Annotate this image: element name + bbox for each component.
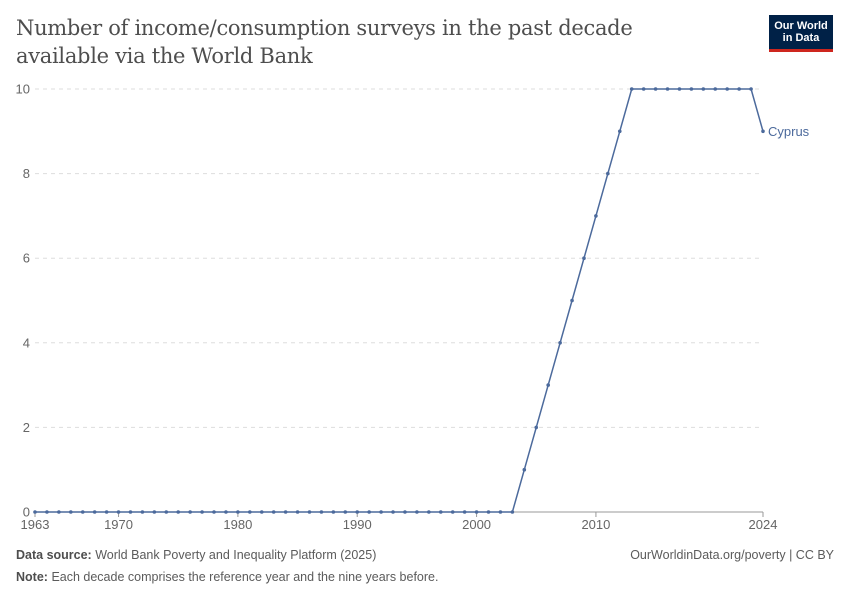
x-tick-label: 1963 [21,517,50,532]
data-point [653,87,658,91]
data-source: Data source: World Bank Poverty and Ineq… [16,548,376,562]
data-point [367,510,371,514]
data-point [689,87,694,91]
data-point [677,87,682,91]
data-point [558,341,562,345]
data-point [224,510,228,514]
source-label: Data source: [16,548,92,562]
data-point [438,510,443,514]
data-point [570,298,574,303]
series-line-cyprus [35,88,764,513]
data-point [200,510,204,514]
data-point [450,510,455,514]
data-point [749,87,753,91]
data-point [271,510,276,514]
data-point [188,510,192,514]
data-point [510,510,515,514]
y-tick-label: 0 [23,505,30,520]
data-point [474,510,479,514]
data-point [343,510,348,514]
data-point [761,129,765,134]
y-tick-label: 2 [23,420,30,435]
data-point [283,510,288,514]
data-point [92,510,97,514]
data-point [116,510,121,514]
data-point [45,510,49,514]
data-point [665,87,670,91]
data-point [617,129,622,134]
data-point [104,510,109,514]
data-point [641,87,646,91]
data-point [379,510,383,514]
x-tick-label: 1990 [343,517,372,532]
data-point [164,510,169,514]
x-tick-label: 2024 [749,517,778,532]
series-label: Cyprus [768,124,810,139]
data-point [594,214,598,218]
data-point [606,171,610,176]
data-point [582,256,586,261]
data-point [128,510,133,514]
data-point [462,510,467,514]
note-label: Note: [16,570,48,584]
data-point [701,87,706,91]
y-tick-label: 10 [16,82,30,97]
note-text: Each decade comprises the reference year… [51,570,439,584]
x-tick-label: 1980 [223,517,252,532]
y-tick-label: 6 [23,251,30,266]
data-point [152,510,157,514]
note: Note: Each decade comprises the referenc… [16,570,438,584]
data-point [295,510,300,514]
data-point [57,510,61,514]
data-point [403,510,407,514]
data-point [391,510,395,514]
data-point [546,383,550,387]
data-point [307,510,312,514]
data-point [69,510,73,514]
data-point [713,87,718,91]
data-point [176,510,181,514]
logo-line1: Our World [774,20,828,32]
y-tick-label: 8 [23,166,30,181]
x-tick-label: 1970 [104,517,133,532]
data-point [427,510,431,514]
data-point [331,510,336,514]
x-tick-label: 2010 [581,517,610,532]
data-point [140,510,145,514]
data-point [80,510,85,514]
source-url[interactable]: OurWorldinData.org/poverty | CC BY [630,548,834,562]
logo-line2: in Data [782,32,820,44]
data-point [259,510,264,514]
x-tick-label: 2000 [462,517,491,532]
chart-title: Number of income/consumption surveys in … [16,16,633,68]
data-point [629,87,634,91]
data-point [212,510,216,514]
data-point [33,510,37,514]
data-point [486,510,491,514]
source-text[interactable]: World Bank Poverty and Inequality Platfo… [95,548,377,562]
data-point [737,87,741,91]
data-point [498,510,503,514]
data-point [725,87,729,91]
data-point [248,510,252,514]
data-point [534,425,539,430]
data-point [355,510,360,514]
data-point [522,467,527,472]
data-point [319,510,324,514]
owid-logo[interactable]: Our World in Data [769,15,833,52]
data-point [415,510,419,514]
y-tick-label: 4 [23,335,30,350]
data-point [236,510,240,514]
